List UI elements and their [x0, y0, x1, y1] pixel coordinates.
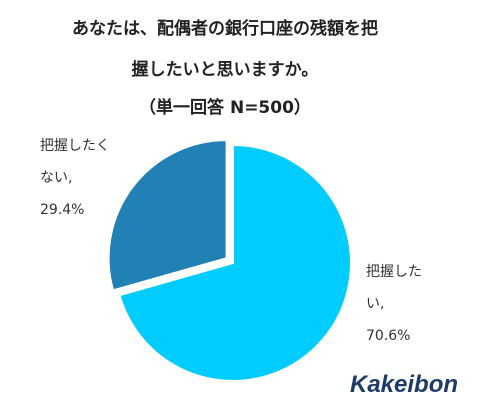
pie-slice — [107, 139, 228, 292]
chart-subtitle: （単一回答 N=500） — [139, 97, 311, 118]
chart-title: 握したいと思いますか。 — [132, 59, 319, 80]
pie-slice — [118, 143, 352, 382]
data-label: 把握したい, 70.6% — [366, 264, 422, 344]
data-label: 把握したくない, 29.4% — [40, 138, 110, 218]
chart-title: あなたは、配偶者の銀行口座の残額を把 — [72, 18, 378, 39]
brand-logo: Kakeibon — [350, 371, 458, 398]
